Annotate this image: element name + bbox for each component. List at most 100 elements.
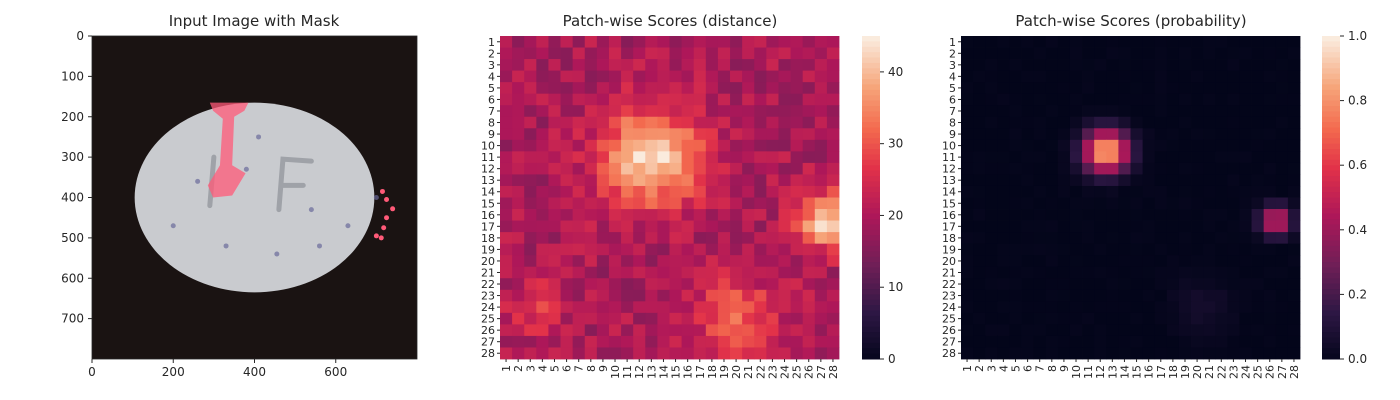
heatmap-cell bbox=[1275, 209, 1289, 221]
heatmap-cell bbox=[608, 151, 622, 164]
heatmap-cell bbox=[1106, 116, 1119, 129]
heatmap-cell bbox=[1275, 93, 1289, 106]
heatmap-cell bbox=[572, 174, 586, 187]
heatmap-cell bbox=[584, 70, 598, 83]
heatmap-cell bbox=[548, 232, 561, 245]
y-tick-label: 24 bbox=[481, 301, 495, 314]
heatmap-cell bbox=[961, 105, 974, 118]
heatmap-cell bbox=[1045, 324, 1059, 337]
heatmap-cell bbox=[1106, 209, 1119, 221]
heatmap-cell bbox=[778, 36, 791, 48]
heatmap-cell bbox=[1082, 312, 1095, 325]
heatmap-cell bbox=[1251, 47, 1265, 60]
heatmap-cell bbox=[766, 335, 779, 348]
heatmap-cell bbox=[1263, 232, 1277, 245]
heatmap-cell bbox=[548, 324, 561, 337]
heatmap-cell bbox=[754, 197, 767, 210]
heatmap-cell bbox=[961, 220, 974, 233]
heatmap-cell bbox=[1239, 335, 1252, 348]
heatmap-cell bbox=[1130, 82, 1144, 95]
heatmap-cell bbox=[1178, 324, 1192, 337]
heatmap-cell bbox=[1251, 312, 1265, 325]
heatmap-cell bbox=[633, 220, 646, 233]
heatmap-cell bbox=[657, 278, 670, 291]
heatmap-cell bbox=[560, 197, 574, 210]
heatmap-cell bbox=[961, 289, 974, 302]
x-tick-label: 3 bbox=[524, 365, 537, 372]
letter-stroke bbox=[276, 156, 314, 213]
heatmap-cell bbox=[512, 139, 525, 152]
colorbar-segment bbox=[862, 267, 880, 274]
colorbar-tick-label: 10 bbox=[888, 280, 903, 294]
heatmap-cell bbox=[500, 209, 513, 221]
heatmap-cell bbox=[657, 36, 670, 48]
y-tick-label: 19 bbox=[942, 243, 956, 256]
heatmap-cell bbox=[1045, 220, 1059, 233]
heatmap-cell bbox=[1069, 162, 1083, 175]
probability-colorbar: 0.00.20.40.60.81.0 bbox=[1322, 29, 1367, 366]
heatmap-cell bbox=[1154, 197, 1168, 210]
colorbar-segment bbox=[1322, 219, 1340, 225]
heatmap-cell bbox=[802, 197, 816, 210]
heatmap-cell bbox=[1166, 209, 1180, 221]
heatmap-cell bbox=[778, 185, 791, 198]
heatmap-cell bbox=[997, 347, 1010, 360]
heatmap-cell bbox=[596, 36, 610, 48]
heatmap-cell bbox=[790, 139, 804, 152]
heatmap-cell bbox=[500, 278, 513, 291]
heatmap-cell bbox=[1215, 93, 1228, 106]
heatmap-cell bbox=[1154, 266, 1168, 279]
heatmap-cell bbox=[1057, 70, 1071, 83]
heatmap-cell bbox=[1106, 255, 1119, 268]
heatmap-cell bbox=[1166, 128, 1180, 141]
heatmap-cell bbox=[814, 82, 828, 95]
heatmap-cell bbox=[1166, 197, 1180, 210]
heatmap-cell bbox=[548, 197, 561, 210]
heatmap-cell bbox=[693, 47, 707, 60]
heatmap-cell bbox=[1106, 82, 1119, 95]
heatmap-cell bbox=[645, 335, 658, 348]
heatmap-cell bbox=[1191, 335, 1204, 348]
heatmap-cell bbox=[973, 70, 986, 83]
heatmap-cell bbox=[1227, 36, 1240, 48]
heatmap-cell bbox=[596, 347, 610, 360]
heatmap-cell bbox=[572, 278, 586, 291]
heatmap-cell bbox=[997, 70, 1010, 83]
heatmap-cell bbox=[754, 151, 767, 164]
heatmap-cell bbox=[560, 128, 574, 141]
heatmap-cell bbox=[766, 36, 779, 48]
heatmap-cell bbox=[742, 162, 755, 175]
heatmap-cell bbox=[1021, 93, 1035, 106]
heatmap-cell bbox=[730, 116, 743, 129]
heatmap-cell bbox=[596, 266, 610, 279]
heatmap-cell bbox=[814, 301, 828, 314]
heatmap-cell bbox=[1142, 139, 1156, 152]
heatmap-cell bbox=[1227, 243, 1240, 256]
heatmap-cell bbox=[1178, 255, 1192, 268]
heatmap-cell bbox=[985, 82, 998, 95]
heatmap-cell bbox=[669, 174, 683, 187]
heatmap-cell bbox=[1118, 116, 1131, 129]
heatmap-cell bbox=[500, 255, 513, 268]
colorbar-segment bbox=[1322, 95, 1340, 102]
heatmap-cell bbox=[584, 301, 598, 314]
heatmap-cell bbox=[536, 47, 549, 60]
heatmap-cell bbox=[560, 278, 574, 291]
heatmap-cell bbox=[1178, 266, 1192, 279]
colorbar-segment bbox=[1322, 229, 1340, 236]
heatmap-cell bbox=[826, 301, 840, 314]
heatmap-cell bbox=[1106, 347, 1119, 360]
heatmap-cell bbox=[766, 232, 779, 245]
heatmap-cell bbox=[790, 151, 804, 164]
heatmap-cell bbox=[1203, 36, 1216, 48]
heatmap-cell bbox=[645, 82, 658, 95]
heatmap-cell bbox=[1215, 243, 1228, 256]
y-tick-label: 20 bbox=[481, 255, 495, 268]
mask-dot bbox=[379, 188, 385, 194]
heatmap-cell bbox=[997, 59, 1010, 72]
heatmap-cell bbox=[730, 324, 743, 337]
heatmap-cell bbox=[1227, 59, 1240, 72]
heatmap-cell bbox=[973, 59, 986, 72]
heatmap-cell bbox=[985, 278, 998, 291]
heatmap-cell bbox=[645, 162, 658, 175]
